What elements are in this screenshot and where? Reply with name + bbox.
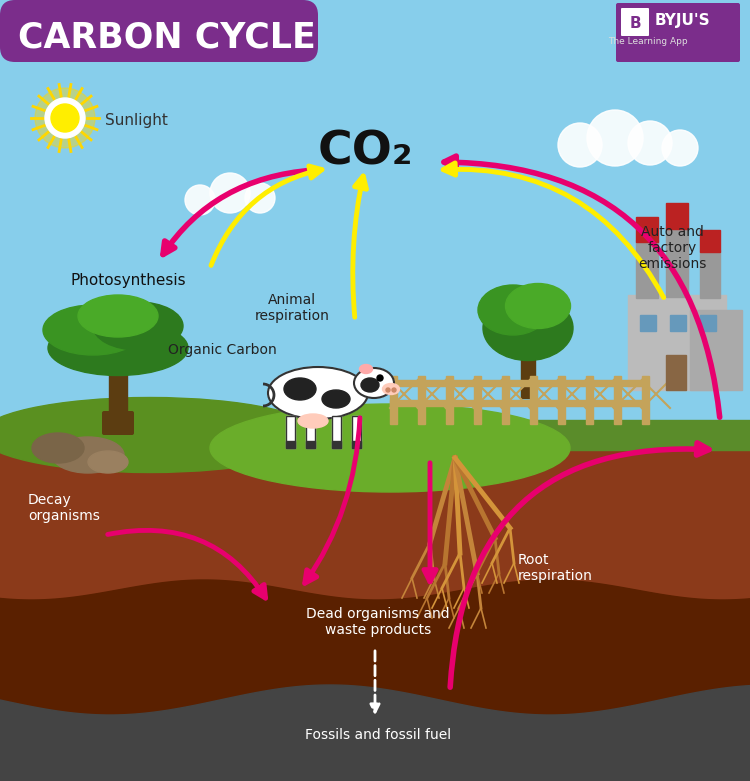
Circle shape xyxy=(185,185,215,215)
Bar xyxy=(332,416,341,448)
Bar xyxy=(690,310,742,390)
Ellipse shape xyxy=(52,437,124,473)
Bar xyxy=(558,376,565,424)
Bar xyxy=(0,430,750,781)
FancyArrowPatch shape xyxy=(163,170,312,255)
Bar xyxy=(700,230,720,252)
Bar xyxy=(286,416,295,448)
FancyArrowPatch shape xyxy=(304,418,360,583)
Circle shape xyxy=(51,104,79,132)
Text: Root
respiration: Root respiration xyxy=(518,553,593,583)
Circle shape xyxy=(377,375,383,381)
Bar xyxy=(306,416,315,448)
Text: Decay
organisms: Decay organisms xyxy=(28,493,100,523)
Bar xyxy=(306,416,315,448)
Bar xyxy=(521,348,535,398)
Ellipse shape xyxy=(359,365,373,373)
Bar xyxy=(642,376,649,424)
Circle shape xyxy=(386,388,390,392)
FancyBboxPatch shape xyxy=(621,8,649,36)
Bar xyxy=(700,315,716,331)
Circle shape xyxy=(558,123,602,167)
Bar xyxy=(306,441,315,448)
Ellipse shape xyxy=(354,368,394,398)
Circle shape xyxy=(392,388,396,392)
Bar xyxy=(670,315,686,331)
Text: Organic Carbon: Organic Carbon xyxy=(168,343,277,357)
Circle shape xyxy=(662,130,698,166)
Ellipse shape xyxy=(382,383,400,394)
Bar xyxy=(586,376,593,424)
Ellipse shape xyxy=(506,284,571,329)
Bar xyxy=(390,400,648,406)
Bar xyxy=(666,203,688,229)
Bar xyxy=(352,416,361,448)
Bar xyxy=(352,416,361,448)
Ellipse shape xyxy=(361,378,379,392)
FancyBboxPatch shape xyxy=(616,3,740,62)
FancyArrowPatch shape xyxy=(443,163,664,298)
Ellipse shape xyxy=(32,433,84,463)
Bar xyxy=(418,376,425,424)
Circle shape xyxy=(45,98,85,138)
Text: CARBON CYCLE: CARBON CYCLE xyxy=(18,21,316,55)
Circle shape xyxy=(587,110,643,166)
Circle shape xyxy=(245,183,275,213)
Circle shape xyxy=(35,88,95,148)
Ellipse shape xyxy=(43,305,143,355)
Bar xyxy=(446,376,453,424)
FancyArrowPatch shape xyxy=(108,530,266,598)
FancyArrowPatch shape xyxy=(444,156,720,417)
Bar xyxy=(286,441,295,448)
Text: BYJU'S: BYJU'S xyxy=(655,13,711,28)
Text: Fossils and fossil fuel: Fossils and fossil fuel xyxy=(305,728,451,742)
FancyArrowPatch shape xyxy=(211,166,322,266)
Ellipse shape xyxy=(0,398,320,473)
FancyBboxPatch shape xyxy=(0,0,318,62)
Ellipse shape xyxy=(483,295,573,361)
Bar xyxy=(614,376,621,424)
Text: The Learning App: The Learning App xyxy=(608,37,688,47)
Ellipse shape xyxy=(322,390,350,408)
Ellipse shape xyxy=(284,378,316,400)
Bar xyxy=(474,376,481,424)
Text: Animal
respiration: Animal respiration xyxy=(254,293,329,323)
Bar xyxy=(666,355,686,390)
Bar xyxy=(332,416,341,448)
Ellipse shape xyxy=(48,320,188,376)
Bar xyxy=(332,441,341,448)
Bar xyxy=(390,380,648,386)
Circle shape xyxy=(628,121,672,165)
FancyArrowPatch shape xyxy=(450,443,709,687)
Text: Photosynthesis: Photosynthesis xyxy=(70,273,186,287)
Bar xyxy=(352,441,361,448)
Bar xyxy=(502,376,509,424)
Ellipse shape xyxy=(268,367,368,419)
Bar xyxy=(286,416,295,448)
Text: CO₂: CO₂ xyxy=(317,130,413,174)
Ellipse shape xyxy=(78,295,158,337)
Bar xyxy=(530,376,537,424)
Bar xyxy=(640,315,656,331)
Bar xyxy=(636,240,658,298)
Bar xyxy=(0,420,750,450)
Bar xyxy=(636,217,658,242)
Bar xyxy=(666,227,688,297)
FancyArrowPatch shape xyxy=(352,176,367,317)
Ellipse shape xyxy=(478,285,548,335)
Text: Sunlight: Sunlight xyxy=(105,112,168,127)
Bar xyxy=(109,368,127,433)
Text: Auto and
factory
emissions: Auto and factory emissions xyxy=(638,225,706,271)
Bar xyxy=(390,376,397,424)
Ellipse shape xyxy=(93,302,183,350)
Ellipse shape xyxy=(210,404,570,492)
Text: Dead organisms and
waste products: Dead organisms and waste products xyxy=(306,607,450,637)
Ellipse shape xyxy=(88,451,128,473)
FancyBboxPatch shape xyxy=(102,411,134,435)
Bar xyxy=(628,295,726,390)
Text: B: B xyxy=(629,16,640,31)
Ellipse shape xyxy=(298,414,328,428)
Circle shape xyxy=(210,173,250,213)
Bar xyxy=(700,250,720,298)
